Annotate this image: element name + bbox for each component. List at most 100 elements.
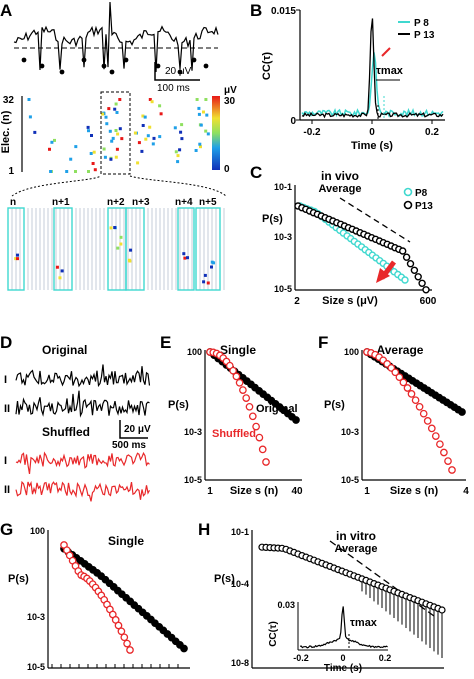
raster-dot <box>27 98 31 101</box>
e-ytick-1: 100 <box>187 347 202 357</box>
raster-dot <box>74 145 78 149</box>
h-series <box>258 543 446 658</box>
h-inset-ytick: 0.03 <box>277 600 295 610</box>
zoom-dot <box>129 248 133 252</box>
raster-dot <box>93 168 97 172</box>
h-inset: 0.03 CC(τ) -0.2 0 0.2 Time (s) τmax <box>268 600 391 674</box>
c-powerlaw-line <box>339 197 411 243</box>
raster-y-tick-1: 1 <box>8 166 14 177</box>
h-ytick-2: 10-4 <box>231 579 249 589</box>
c-subtitle: Average <box>318 183 361 195</box>
zoom-label-n4: n+4 <box>175 197 193 208</box>
raster-dot <box>199 145 202 149</box>
panel-h-letter: H <box>198 520 210 539</box>
f-shuffled-point <box>403 384 412 392</box>
c-xtick-1: 2 <box>294 296 300 307</box>
c-ytick-1: 10-1 <box>274 182 292 192</box>
f-ytick-2: 10-3 <box>341 427 359 437</box>
f-y-label: P(s) <box>324 399 345 411</box>
e-shuffled-point <box>245 402 254 411</box>
raster-dot <box>198 142 202 146</box>
zoom-dot <box>202 280 206 284</box>
f-shuffled-point <box>399 378 408 387</box>
crossing-dot <box>155 63 161 69</box>
raster-dot <box>202 110 205 114</box>
zoom-connector-left <box>11 175 102 197</box>
b-ytick-label-top: 0.015 <box>271 6 296 17</box>
g-shuffled-point <box>120 633 129 642</box>
panel-a-lfp-trace: 20 μV 100 ms <box>13 1 219 94</box>
raster-dot <box>87 129 90 133</box>
raster-dot <box>148 98 152 101</box>
f-shuffled-point <box>411 396 420 405</box>
scale-uv-label: 20 μV <box>165 66 192 77</box>
raster-dot <box>204 98 208 101</box>
panel-e-chart: Single 100 10-3 10-5 P(s) 1 40 Size s (n… <box>168 343 303 497</box>
zoom-dot <box>60 269 64 273</box>
h-inset-x-label: Time (s) <box>324 663 362 674</box>
b-xtick-label-3: 0.2 <box>425 127 439 138</box>
e-xtick-2: 40 <box>291 486 303 497</box>
zoom-dot <box>14 257 18 261</box>
e-x-label: Size s (n) <box>230 485 279 497</box>
raster-dot <box>179 130 183 134</box>
zoom-dot <box>119 235 123 239</box>
zoom-label-n5: n+5 <box>199 197 217 208</box>
raster-dot <box>103 155 107 159</box>
panel-f-chart: Average 100 10-3 10-5 P(s) 1 4 Size s (n… <box>324 343 469 497</box>
scale-ms-label: 100 ms <box>157 83 190 94</box>
raster-dot <box>158 104 162 108</box>
f-xtick-2: 4 <box>463 486 469 497</box>
zoom-frame <box>195 207 221 291</box>
f-shuffled-point <box>444 457 452 465</box>
b-xtick-label-2: 0 <box>369 127 375 138</box>
zoom-label-n1: n+1 <box>52 197 70 208</box>
raster-dot <box>194 149 198 152</box>
g-original-point <box>180 644 188 653</box>
colorbar-max: 30 <box>224 96 236 107</box>
f-shuffled-point <box>391 368 400 377</box>
f-shuffled-point <box>407 390 416 398</box>
raster-dot <box>178 148 182 152</box>
panel-f-letter: F <box>318 333 328 352</box>
raster-dot <box>148 125 152 129</box>
panel-a-zoom: n n+1 n+2 n+3 n+4 n+5 <box>7 175 227 291</box>
h-inset-xtick-1: -0.2 <box>293 653 309 663</box>
raster-dot <box>92 150 96 154</box>
d-trace-label-1: I <box>4 374 7 386</box>
crossing-dot <box>203 63 209 69</box>
panel-a-colorbar: μV 30 0 <box>212 85 237 175</box>
raster-dot <box>199 123 203 127</box>
d-original-label: Original <box>42 343 87 357</box>
raster-dot <box>143 115 147 119</box>
raster-dot <box>158 135 162 139</box>
h-point <box>438 606 446 614</box>
raster-dot <box>115 111 119 114</box>
g-shuffled-point <box>114 621 123 630</box>
c-ytick-3: 10-5 <box>274 284 292 294</box>
zoom-frame-boxes <box>7 207 221 291</box>
raster-dot <box>104 115 108 119</box>
raster-dot <box>137 141 141 145</box>
raster-dot <box>150 100 154 104</box>
zoom-dot <box>58 276 62 280</box>
e-shuffled-point <box>255 433 264 442</box>
c-xtick-2: 600 <box>420 296 437 307</box>
b-ytick-label-bottom: 0 <box>290 116 296 127</box>
c-p13-point <box>406 260 415 268</box>
c-legend-marker-p8 <box>403 187 413 197</box>
e-shuffled-point <box>262 458 270 466</box>
c-p13-point <box>414 273 422 281</box>
raster-dot <box>141 114 145 118</box>
panel-c-chart: in vivo Average P(s) 10-1 10-3 10-5 2 60… <box>262 169 437 307</box>
raster-dot <box>174 150 178 154</box>
raster-dot <box>69 157 73 161</box>
e-shuffled-point <box>235 378 244 387</box>
g-title: Single <box>108 534 144 548</box>
e-shuffled-point <box>232 372 241 381</box>
panel-a-raster: Elec. (n) 32 1 <box>0 91 210 177</box>
zoom-dot <box>109 226 113 230</box>
g-shuffled-point <box>123 639 131 648</box>
zoom-dot <box>127 258 131 262</box>
g-shuffled-point <box>126 646 134 654</box>
